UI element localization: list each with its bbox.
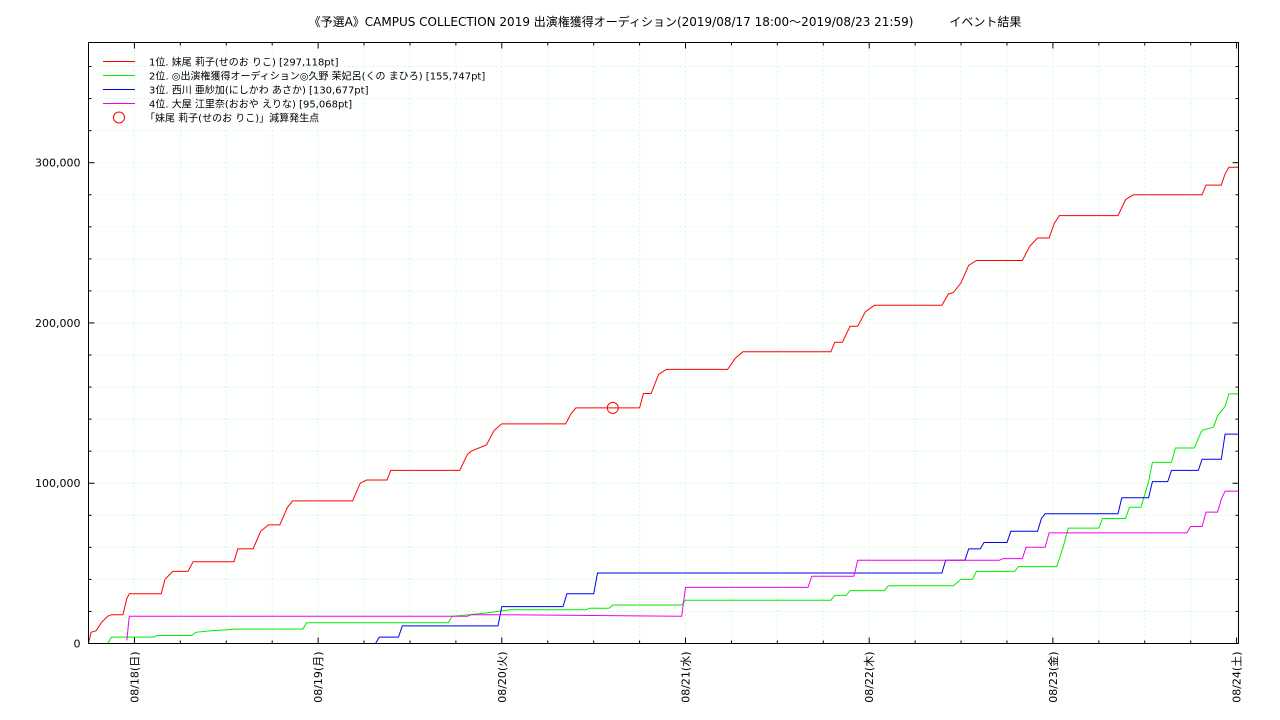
series-line-4 <box>126 490 1239 641</box>
x-tick-label: 08/18(日) <box>128 652 141 703</box>
legend-label: 1位. 妹尾 莉子(せのお りこ) [297,118pt] <box>149 56 339 69</box>
y-tick-label: 100,000 <box>35 477 81 490</box>
x-tick-label: 08/22(木) <box>863 652 876 703</box>
legend-label: 「妹尾 莉子(せのお りこ)」減算発生点 <box>145 112 319 125</box>
y-tick-label: 300,000 <box>35 157 81 170</box>
plot-frame <box>88 42 1239 644</box>
markers <box>606 401 619 414</box>
series-line-1 <box>88 166 1239 644</box>
x-tick-label: 08/21(水) <box>680 652 693 703</box>
chart-title: 《予選A》CAMPUS COLLECTION 2019 出演権獲得オーディション… <box>308 15 1022 29</box>
legend: 1位. 妹尾 莉子(せのお りこ) [297,118pt]2位. ◎出演権獲得オ… <box>103 56 485 125</box>
series-lines <box>88 166 1239 644</box>
legend-label: 3位. 西川 亜紗加(にしかわ あさか) [130,677pt] <box>149 84 369 97</box>
deduction-marker <box>606 401 619 414</box>
axis-ticks: 0 100,000 200,000 300,000 08/18(日) 08/19(月) 08… <box>35 42 1244 703</box>
series-line-2 <box>107 393 1239 644</box>
y-tick-label: 200,000 <box>35 317 81 330</box>
series-line-3 <box>375 433 1239 644</box>
grid <box>88 42 1239 644</box>
x-tick-label: 08/20(火) <box>496 652 509 703</box>
x-tick-label: 08/24(土) <box>1231 652 1244 703</box>
legend-marker-symbol <box>113 111 125 124</box>
legend-label: 2位. ◎出演権獲得オーディション◎久野 茉妃呂(くの まひろ) [155,74… <box>149 70 485 83</box>
x-tick-label: 08/19(月) <box>312 652 325 703</box>
y-tick-label: 0 <box>74 638 81 651</box>
legend-label: 4位. 大屋 江里奈(おおや えりな) [95,068pt] <box>149 98 352 111</box>
x-tick-label: 08/23(金) <box>1046 652 1060 703</box>
